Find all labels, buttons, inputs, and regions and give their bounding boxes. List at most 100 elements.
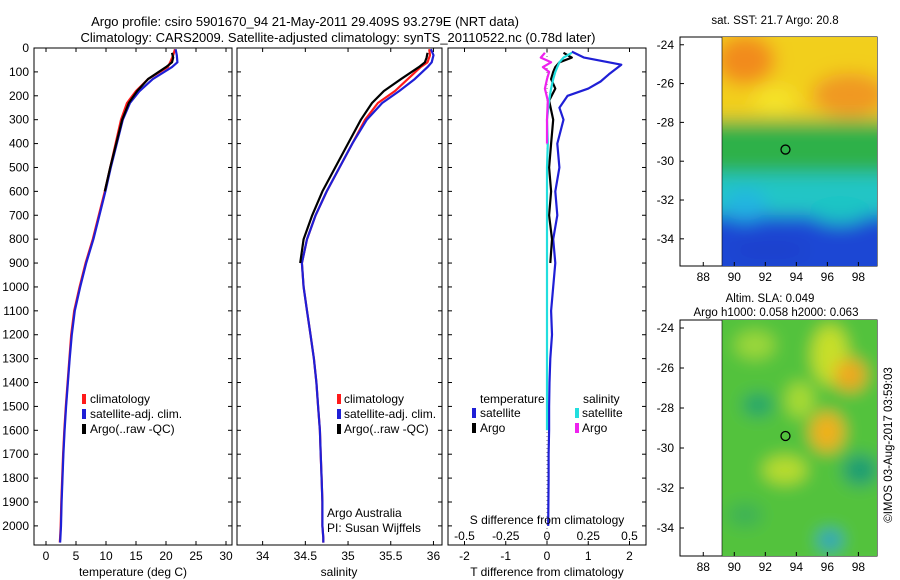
depth-tick-label: 1200 bbox=[2, 328, 29, 342]
x-tick-label: 36 bbox=[427, 549, 441, 563]
figure-title-line1: Argo profile: csiro 5901670_94 21-May-20… bbox=[91, 14, 519, 29]
legend-label-climatology: climatology bbox=[90, 392, 150, 406]
temperature-panel-frame bbox=[33, 47, 233, 546]
temperature-legend: climatology satellite-adj. clim. Argo(..… bbox=[82, 392, 182, 436]
series-line-satellite bbox=[545, 51, 573, 431]
x-tick-label: 25 bbox=[189, 549, 203, 563]
sst-cool-patch bbox=[723, 189, 767, 221]
depth-tick-label: 1000 bbox=[2, 280, 29, 294]
t-difference-axis-label: T difference from climatology bbox=[470, 565, 624, 579]
x-tick-label: 35.5 bbox=[379, 549, 403, 563]
x-tick-label: 20 bbox=[159, 549, 173, 563]
map-x-tick-label: 88 bbox=[697, 270, 711, 284]
s-difference-tick-label: -0.25 bbox=[492, 529, 520, 543]
depth-tick-label: 700 bbox=[9, 208, 29, 222]
salinity-axis-label: salinity bbox=[321, 565, 358, 579]
legend-swatch-temp-argo bbox=[472, 423, 476, 433]
sst-cool-patch bbox=[810, 196, 870, 224]
annotation-pi: PI: Susan Wijffels bbox=[327, 521, 421, 535]
x-tick-label: 34 bbox=[256, 549, 270, 563]
series-line-argo-raw-qc- bbox=[103, 52, 175, 192]
legend-label-temp-argo: Argo bbox=[480, 421, 506, 435]
x-tick-label: 10 bbox=[99, 549, 113, 563]
argo-location-marker bbox=[780, 430, 791, 442]
legend-swatch-argo bbox=[337, 424, 341, 434]
map-y-tick-label: -30 bbox=[657, 154, 675, 168]
sla-no-data-area bbox=[681, 321, 722, 555]
map-y-tick-label: -32 bbox=[657, 481, 675, 495]
legend-swatch-climatology bbox=[337, 394, 341, 404]
map-x-tick-label: 90 bbox=[728, 270, 742, 284]
sst-map-title: sat. SST: 21.7 Argo: 20.8 bbox=[711, 15, 838, 27]
map-y-tick-label: -34 bbox=[657, 232, 675, 246]
sla-map-axes: 88 90 92 94 96 98 -24 -26 -28 -30 -32 -34 bbox=[657, 321, 866, 574]
imos-credit: ©IMOS 03-Aug-2017 03:59:03 bbox=[883, 367, 895, 523]
depth-tick-label: 600 bbox=[9, 184, 29, 198]
map-x-tick-label: 88 bbox=[697, 560, 711, 574]
legend-title-salinity: salinity bbox=[583, 392, 620, 406]
map-x-tick-label: 96 bbox=[821, 560, 835, 574]
map-y-tick-label: -28 bbox=[657, 401, 675, 415]
salinity-panel-frame bbox=[236, 47, 443, 546]
legend-label-argo: Argo(..raw -QC) bbox=[344, 422, 429, 436]
depth-tick-label: 1100 bbox=[3, 304, 29, 318]
depth-tick-label: 1300 bbox=[2, 352, 29, 366]
sst-cool-patch bbox=[730, 240, 810, 260]
salinity-legend: climatology satellite-adj. clim. Argo(..… bbox=[337, 392, 436, 436]
legend-label-sal-satellite: satellite bbox=[582, 406, 623, 420]
depth-tick-label: 300 bbox=[9, 113, 29, 127]
map-x-tick-label: 94 bbox=[790, 270, 804, 284]
figure-title-line2: Climatology: CARS2009. Satellite-adjuste… bbox=[81, 30, 596, 45]
x-tick-label: 34.5 bbox=[294, 549, 318, 563]
sla-map-title: Altim. SLA: 0.049 bbox=[726, 293, 815, 305]
legend-swatch-satellite bbox=[82, 409, 86, 419]
series-line-satellite-adj-clim- bbox=[59, 48, 179, 543]
map-y-tick-label: -30 bbox=[657, 441, 675, 455]
temperature-panel: 0 5 10 15 20 25 30 bbox=[34, 47, 233, 563]
s-difference-tick-label: 0.5 bbox=[621, 529, 638, 543]
sla-low-patch bbox=[818, 530, 842, 550]
difference-legend: temperature salinity satellite Argo sate… bbox=[472, 392, 623, 435]
x-tick-label: 0 bbox=[43, 549, 50, 563]
sla-high-patch bbox=[763, 456, 807, 484]
legend-swatch-sal-argo bbox=[575, 423, 579, 433]
legend-swatch-temp-satellite bbox=[472, 408, 476, 418]
x-tick-label: 5 bbox=[73, 549, 80, 563]
series-line-argo-raw-qc- bbox=[299, 52, 429, 264]
map-x-tick-label: 96 bbox=[821, 270, 835, 284]
salinity-panel: 34 34.5 35 35.5 36 bbox=[237, 47, 442, 563]
sla-heatmap bbox=[722, 320, 877, 556]
depth-axis-labels: 0 100 200 300 400 500 600 700 800 900 1000 1100 1200… bbox=[2, 41, 29, 533]
depth-tick-label: 1500 bbox=[2, 399, 29, 413]
sla-field-base bbox=[722, 320, 877, 556]
sla-high-patch bbox=[834, 359, 866, 391]
s-difference-tick-label: 0.25 bbox=[577, 529, 601, 543]
series-line-satellite-adj-clim- bbox=[300, 48, 435, 543]
map-y-tick-label: -34 bbox=[657, 521, 675, 535]
depth-tick-label: 1600 bbox=[2, 423, 29, 437]
sla-low-patch bbox=[842, 454, 877, 486]
depth-tick-label: 0 bbox=[22, 41, 29, 55]
map-y-tick-label: -26 bbox=[657, 77, 675, 91]
depth-tick-label: 400 bbox=[9, 137, 29, 151]
map-y-tick-label: -28 bbox=[657, 115, 675, 129]
sla-map-subtitle: Argo h1000: 0.058 h2000: 0.063 bbox=[694, 307, 859, 319]
depth-tick-label: 900 bbox=[9, 256, 29, 270]
legend-swatch-climatology bbox=[82, 394, 86, 404]
sla-low-patch bbox=[727, 503, 763, 527]
legend-label-sal-argo: Argo bbox=[582, 421, 608, 435]
map-y-tick-label: -24 bbox=[657, 321, 675, 335]
s-difference-axis-label: S difference from climatology bbox=[470, 513, 625, 527]
sst-warm-patch bbox=[812, 73, 877, 117]
x-tick-label: -2 bbox=[459, 549, 470, 563]
legend-label-satellite: satellite-adj. clim. bbox=[90, 407, 182, 421]
legend-label-climatology: climatology bbox=[344, 392, 404, 406]
map-y-tick-label: -32 bbox=[657, 193, 675, 207]
legend-swatch-sal-satellite bbox=[575, 408, 579, 418]
x-tick-label: 1 bbox=[585, 549, 592, 563]
series-line-satellite bbox=[547, 50, 623, 526]
sla-high-patch bbox=[735, 331, 775, 359]
legend-label-argo: Argo(..raw -QC) bbox=[90, 422, 175, 436]
depth-tick-label: 100 bbox=[9, 65, 29, 79]
